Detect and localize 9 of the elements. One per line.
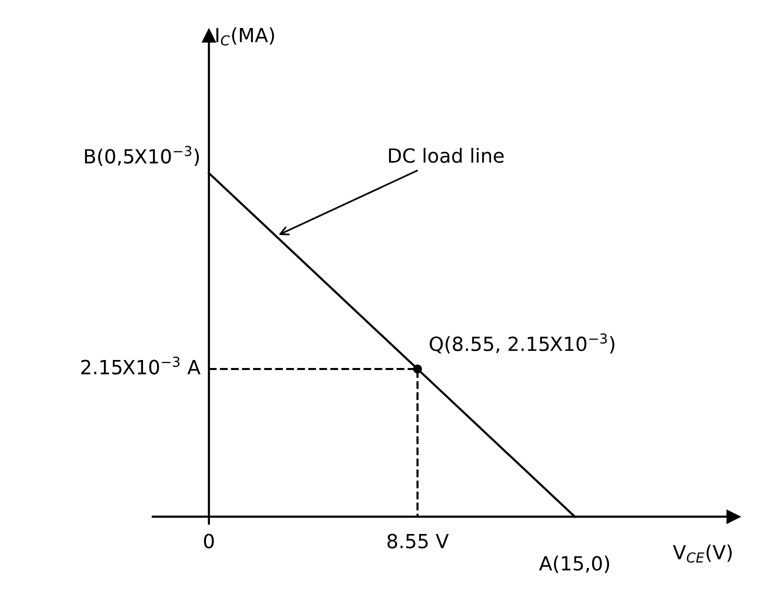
annotation: A(15,0) <box>539 556 610 573</box>
annotation: 2.15X10$^{−3}$ A <box>81 356 200 374</box>
x-axis-title: V$_{CE}$(V) <box>672 544 732 563</box>
annotation: B(0,5X10$^{−3}$) <box>85 146 199 166</box>
annotation: DC load line <box>389 148 504 163</box>
x-tick-label: 0 <box>204 534 214 548</box>
annotation: Q(8.55, 2.15X10$^{−3}$) <box>430 333 614 354</box>
text: I$_{C}$(MA) <box>216 27 274 46</box>
x-tick-label: 8.55 V <box>387 534 449 548</box>
